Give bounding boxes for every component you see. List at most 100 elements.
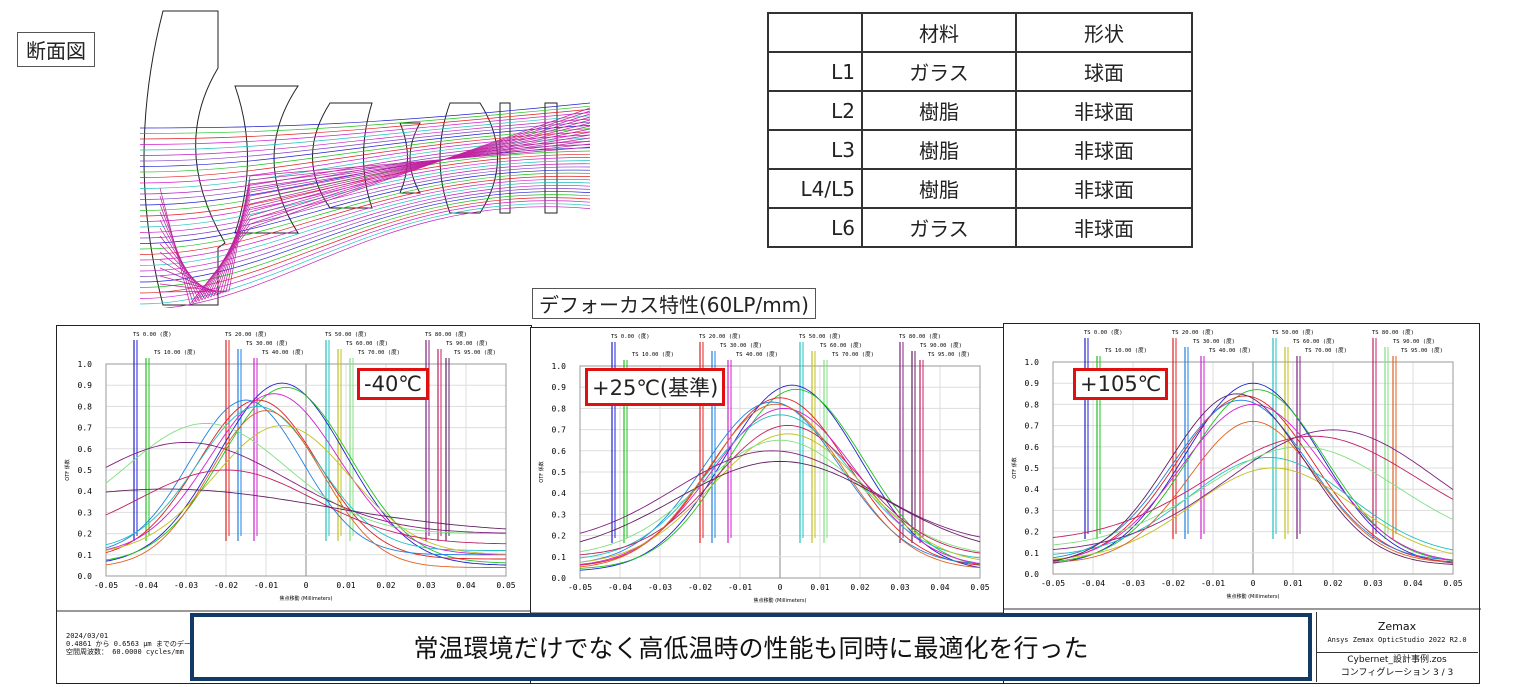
y-tick-label: 0.3: [1025, 506, 1040, 515]
plot-frame: [105, 363, 507, 577]
y-tick-label: 0.6: [552, 447, 567, 456]
mtf-curve: [1052, 420, 1454, 563]
legend-label: TS 60.00 (度): [346, 339, 388, 347]
mtf-curve: [1052, 435, 1454, 538]
y-tick-label: 0.9: [1025, 379, 1040, 388]
ray: [139, 178, 591, 261]
y-tick-label: 0.2: [1025, 528, 1040, 537]
legend-label: TS 95.00 (度): [454, 348, 496, 356]
ray: [159, 131, 591, 297]
y-tick-label: 0.4: [78, 487, 93, 496]
y-tick-label: 0.3: [78, 508, 93, 517]
y-axis-label: OTF 係数: [538, 461, 545, 482]
x-axis-label: 焦点移動 (Millimeters): [753, 597, 806, 604]
mtf-curve: [1052, 382, 1454, 564]
x-tick-label: 0.04: [1403, 579, 1422, 588]
legend-label: TS 95.00 (度): [1401, 346, 1443, 354]
ray: [159, 140, 591, 294]
mtf-curve: [1052, 456, 1454, 555]
y-tick-label: 1.0: [552, 362, 567, 371]
y-tick-label: 0.9: [552, 383, 567, 392]
mtf-curve: [1052, 446, 1454, 546]
y-tick-label: 0.7: [1025, 422, 1040, 431]
zemax-info-left: 2024/03/01 0.4861 から 0.6563 µm までのデー 空間周…: [66, 632, 191, 656]
ray: [139, 128, 591, 173]
x-tick-label: -0.05: [1041, 579, 1065, 588]
mtf-curve: [579, 384, 981, 571]
mtf-curve: [105, 410, 506, 568]
ray: [139, 175, 591, 255]
x-tick-label: 0.03: [416, 581, 435, 590]
table-row: L2 樹脂 非球面: [767, 90, 1193, 131]
legend-label: TS 80.00 (度): [425, 330, 467, 338]
legend-label: TS 70.00 (度): [358, 348, 400, 356]
footer-message: 常温環境だけでなく高低温時の性能も同時に最適化を行った: [190, 613, 1312, 681]
x-tick-label: 0.03: [1363, 579, 1382, 588]
x-tick-label: -0.04: [608, 583, 632, 592]
header-material: 材料: [861, 12, 1017, 53]
x-tick-label: -0.05: [94, 581, 118, 590]
ray: [159, 134, 591, 296]
ray: [139, 144, 591, 200]
ray: [159, 137, 591, 295]
ray: [139, 160, 591, 228]
ray: [139, 109, 591, 140]
mtf-curve: [1052, 395, 1454, 563]
y-tick-label: 0.8: [1025, 400, 1040, 409]
legend-label: TS 90.00 (度): [920, 341, 962, 349]
ray: [139, 157, 591, 222]
legend-label: TS 10.00 (度): [632, 350, 674, 358]
legend-label: TS 80.00 (度): [899, 332, 941, 340]
lens-cross-section: [139, 10, 591, 308]
x-tick-label: -0.01: [728, 583, 752, 592]
x-tick-label: 0: [778, 583, 783, 592]
mtf-curve: [1052, 429, 1454, 550]
legend-label: TS 95.00 (度): [928, 350, 970, 358]
legend-label: TS 80.00 (度): [1372, 328, 1414, 336]
legend-label: TS 70.00 (度): [832, 350, 874, 358]
y-tick-label: 0.0: [1025, 570, 1040, 579]
mtf-curve: [1052, 467, 1454, 560]
legend-label: TS 70.00 (度): [1305, 346, 1347, 354]
ray: [159, 128, 591, 298]
x-axis-label: 焦点移動 (Millimeters): [279, 595, 332, 602]
legend-label: TS 20.00 (度): [699, 332, 741, 340]
y-axis-label: OTF 係数: [1011, 457, 1018, 478]
ray: [139, 188, 591, 277]
y-tick-label: 0.3: [552, 510, 567, 519]
mtf-curve: [105, 386, 507, 564]
legend-label: TS 90.00 (度): [446, 339, 488, 347]
x-tick-label: -0.04: [1081, 579, 1105, 588]
x-tick-label: 0.04: [930, 583, 949, 592]
y-tick-label: 0.0: [78, 572, 93, 581]
y-tick-label: 0.0: [552, 574, 567, 583]
y-tick-label: 0.5: [1025, 464, 1040, 473]
ray: [159, 146, 591, 293]
mtf-curve: [579, 403, 981, 569]
ray: [159, 143, 591, 293]
y-tick-label: 0.1: [1025, 549, 1040, 558]
x-tick-label: -0.03: [648, 583, 672, 592]
mtf-curve: [105, 399, 506, 560]
y-axis-label: OTF 係数: [64, 459, 71, 480]
x-tick-label: -0.02: [214, 581, 238, 590]
x-tick-label: 0.01: [336, 581, 355, 590]
legend-label: TS 20.00 (度): [225, 330, 267, 338]
legend-label: TS 0.00 (度): [1084, 328, 1123, 336]
legend-label: TS 10.00 (度): [1105, 346, 1147, 354]
y-tick-label: 0.1: [78, 551, 93, 560]
mtf-curve: [579, 450, 981, 538]
y-tick-label: 0.2: [78, 530, 93, 539]
y-tick-label: 0.2: [552, 532, 567, 541]
ray: [139, 118, 591, 156]
lens-spec-table: 材料 形状 L1 ガラス 球面 L2 樹脂 非球面 L3 樹脂 非球面 L4/L5 樹脂 非球面 …: [767, 12, 1193, 248]
y-tick-label: 0.6: [1025, 443, 1040, 452]
legend-label: TS 90.00 (度): [1393, 337, 1435, 345]
temp-tag-plus105: +105℃: [1073, 368, 1169, 400]
mtf-curve: [105, 441, 507, 534]
legend-label: TS 50.00 (度): [1272, 328, 1314, 336]
x-tick-label: -0.01: [254, 581, 278, 590]
y-tick-label: 0.1: [552, 553, 567, 562]
plot-frame: [579, 365, 981, 579]
table-row: L4/L5 樹脂 非球面: [767, 168, 1193, 209]
